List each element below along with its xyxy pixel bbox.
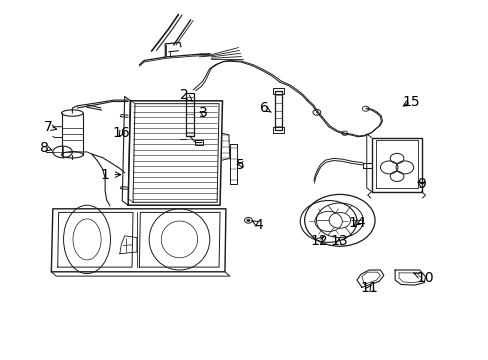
Text: 11: 11 [360,281,377,295]
Text: 15: 15 [401,95,419,108]
Text: 13: 13 [329,234,347,248]
Text: 9: 9 [416,177,425,191]
Text: 3: 3 [198,107,207,120]
Text: 1: 1 [101,168,121,181]
Text: 2: 2 [180,89,192,102]
Text: 16: 16 [112,126,130,140]
Text: 7: 7 [43,120,57,134]
Text: 8: 8 [40,141,52,154]
Text: 5: 5 [236,158,244,171]
Text: 14: 14 [347,216,365,230]
Text: 6: 6 [259,101,271,115]
Text: 12: 12 [309,234,327,248]
Text: 4: 4 [251,218,263,232]
Text: 10: 10 [413,271,433,285]
Circle shape [246,219,249,221]
